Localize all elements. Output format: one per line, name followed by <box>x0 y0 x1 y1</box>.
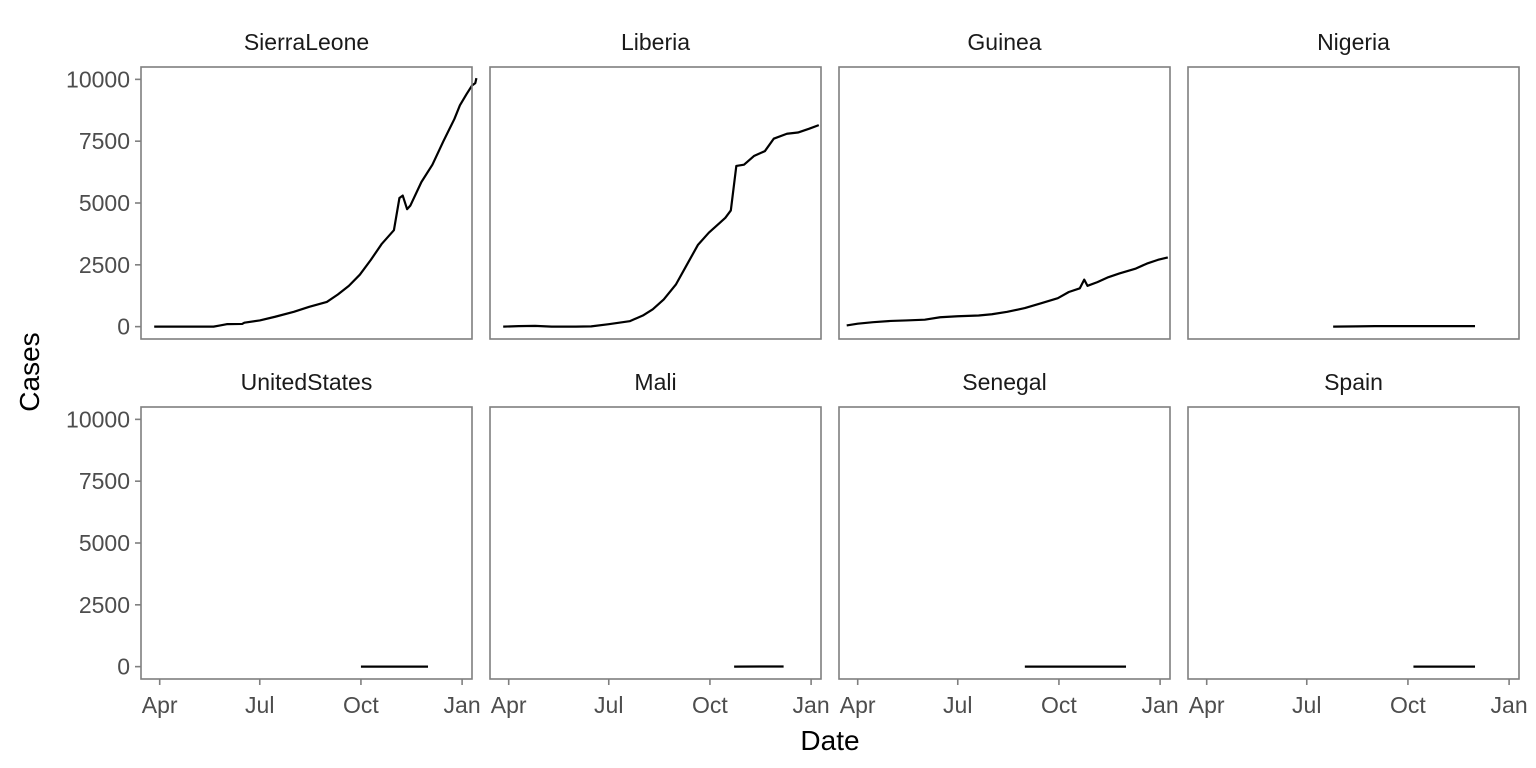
y-tick-label: 7500 <box>79 468 130 494</box>
y-tick-label: 5000 <box>79 190 130 216</box>
x-tick-label: Jul <box>245 692 274 718</box>
panel-strip-label: UnitedStates <box>241 369 373 395</box>
x-tick-label: Apr <box>840 692 876 718</box>
x-tick-label: Apr <box>1189 692 1225 718</box>
panel-border <box>140 406 473 680</box>
panel-border <box>489 66 822 340</box>
x-tick-label: Oct <box>692 692 728 718</box>
y-tick-label: 0 <box>117 314 130 340</box>
x-tick-label: Oct <box>343 692 379 718</box>
x-tick-label: Jan <box>444 692 481 718</box>
y-tick-label: 7500 <box>79 128 130 154</box>
panel-strip-label: Senegal <box>962 369 1046 395</box>
series-line-sierraleone <box>154 77 478 328</box>
y-tick-label: 2500 <box>79 252 130 278</box>
panel-strip-label: Nigeria <box>1317 29 1390 55</box>
panel-strip-label: Mali <box>634 369 676 395</box>
panel-guinea: Guinea <box>838 29 1171 340</box>
x-tick-label: Oct <box>1390 692 1426 718</box>
series-line-guinea <box>846 256 1169 327</box>
x-tick-label: Jul <box>1292 692 1321 718</box>
panel-mali: Mali Apr Jul Oct Jan <box>489 369 830 718</box>
x-tick-label: Jan <box>1142 692 1179 718</box>
x-tick-label: Jan <box>1491 692 1528 718</box>
x-tick-label: Jul <box>594 692 623 718</box>
panel-strip-label: SierraLeone <box>244 29 369 55</box>
y-tick-label: 5000 <box>79 530 130 556</box>
series-line-nigeria <box>1333 325 1476 328</box>
x-axis-title: Date <box>800 725 859 756</box>
y-tick-label: 10000 <box>66 406 130 432</box>
panel-liberia: Liberia <box>489 29 822 340</box>
panel-border <box>1187 406 1520 680</box>
panel-sierraleone: SierraLeone 0 2500 5000 7500 10000 <box>66 29 478 340</box>
y-axis-title: Cases <box>14 332 45 411</box>
panel-strip-label: Guinea <box>967 29 1041 55</box>
panel-unitedstates: UnitedStates 0 2500 5000 7500 10000 Apr Jul Oct J… <box>66 369 481 718</box>
panel-nigeria: Nigeria <box>1187 29 1520 340</box>
panel-border <box>838 406 1171 680</box>
panel-strip-label: Spain <box>1324 369 1383 395</box>
panel-border <box>140 66 473 340</box>
panel-senegal: Senegal Apr Jul Oct Jan <box>838 369 1179 718</box>
y-tick-label: 10000 <box>66 66 130 92</box>
panel-border <box>489 406 822 680</box>
panel-strip-label: Liberia <box>621 29 690 55</box>
panel-border <box>1187 66 1520 340</box>
x-tick-label: Oct <box>1041 692 1077 718</box>
y-tick-label: 2500 <box>79 592 130 618</box>
x-tick-label: Apr <box>491 692 527 718</box>
series-line-liberia <box>503 124 820 328</box>
y-tick-label: 0 <box>117 654 130 680</box>
x-tick-label: Apr <box>142 692 178 718</box>
panel-spain: Spain Apr Jul Oct Jan <box>1187 369 1528 718</box>
panel-border <box>838 66 1171 340</box>
x-tick-label: Jul <box>943 692 972 718</box>
x-tick-label: Jan <box>793 692 830 718</box>
